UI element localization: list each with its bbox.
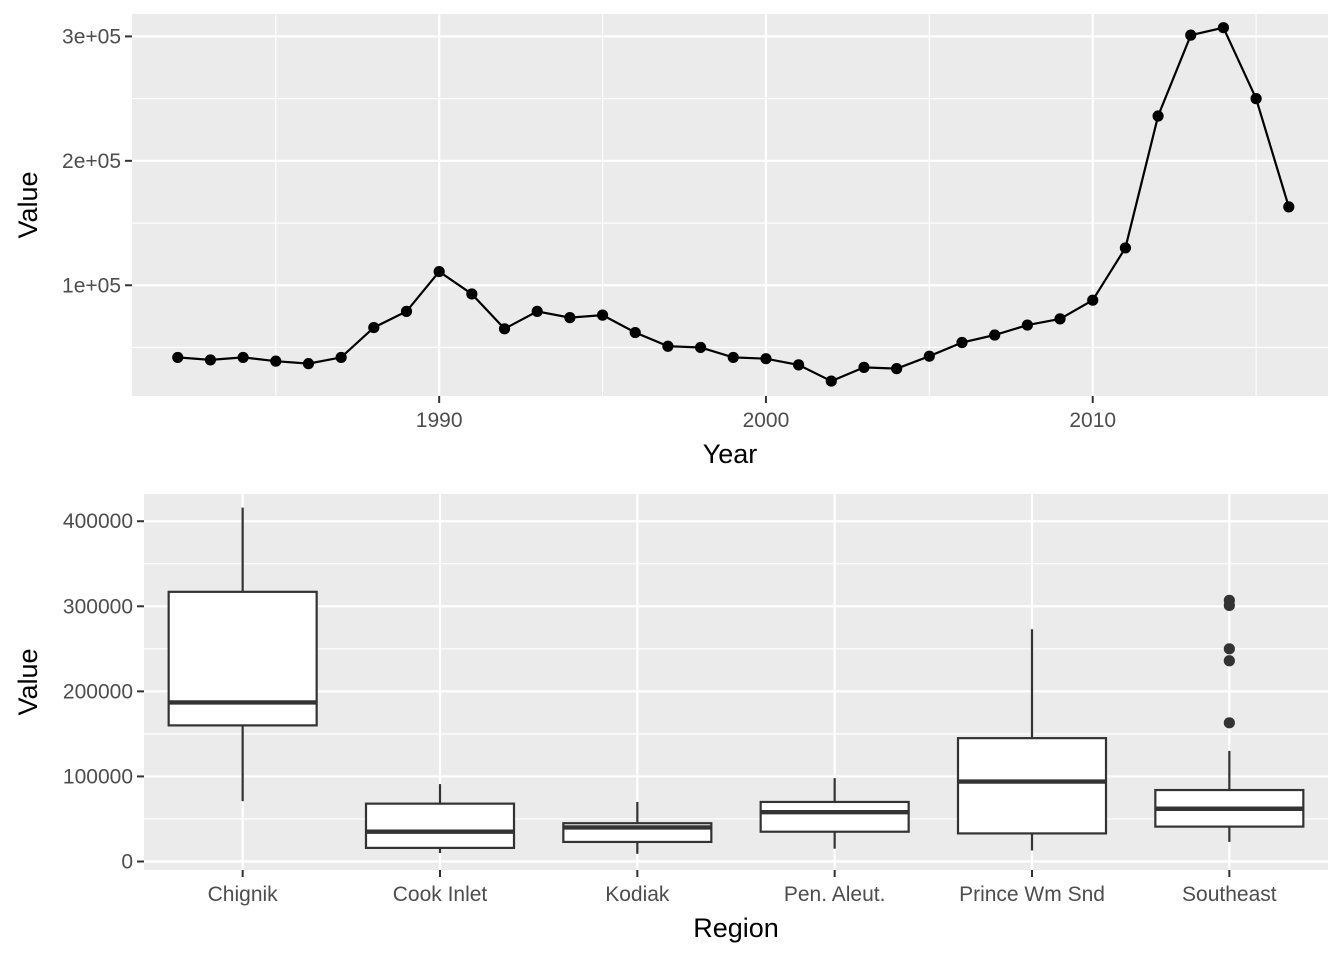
boxplot-panel: 0 100000 200000 300000 400000 Chignik Cook Inl… (13, 494, 1328, 943)
line-data-point (1283, 201, 1295, 213)
line-data-point (596, 309, 609, 321)
line-data-point (237, 351, 249, 364)
line-data-point (1217, 22, 1230, 34)
line-data-point (1119, 242, 1131, 254)
boxplot-category-label: Cook Inlet (393, 883, 488, 906)
line-data-point (694, 341, 707, 354)
boxplot-background (144, 494, 1328, 870)
line-data-point (760, 353, 772, 365)
boxplot-iqr-box (167, 590, 318, 727)
boxplot-box-prince-wm-snd (956, 629, 1108, 851)
line-data-point (368, 321, 380, 334)
line-data-point (335, 351, 347, 364)
boxplot-box-cook-inlet (364, 784, 516, 853)
boxplot-category-label: Southeast (1182, 883, 1277, 906)
boxplot-outlier-point (1223, 594, 1235, 606)
line-data-point (1021, 319, 1033, 331)
boxplot-iqr-box (364, 802, 516, 849)
line-data-point (1152, 110, 1164, 122)
boxplot-axes: 0 100000 200000 300000 400000 Chignik Cook Inl… (63, 510, 1277, 906)
boxplot-x-axis-title: Region (693, 913, 779, 943)
boxplot-box-kodiak (562, 801, 713, 854)
line-data-point (270, 355, 282, 367)
boxplot-category-label: Pen. Aleut. (784, 883, 886, 906)
line-series (172, 22, 1295, 387)
boxplot-y-tick-label: 100000 (63, 765, 133, 788)
line-data-point (498, 323, 511, 335)
line-data-point (727, 351, 739, 364)
line-data-point (1087, 294, 1099, 306)
line-data-point (433, 265, 445, 278)
boxplot-box-chignik (167, 507, 318, 802)
boxplot-category-label: Prince Wm Snd (959, 883, 1105, 906)
line-data-point (531, 305, 543, 317)
line-data-point (1185, 29, 1197, 41)
line-axes: 1990 2000 2010 1e+05 2e+05 3e+05 (62, 25, 1116, 432)
boxplot-y-tick-label: 400000 (63, 510, 133, 533)
line-data-point (466, 288, 478, 300)
line-data-point (172, 351, 184, 364)
line-data-point (1054, 313, 1066, 325)
boxplot-boxes (167, 507, 1305, 854)
line-data-point (989, 329, 1001, 341)
boxplot-y-axis-title: Value (13, 648, 43, 715)
line-x-tick-label: 1990 (416, 409, 463, 432)
line-y-tick-label: 3e+05 (62, 25, 121, 48)
boxplot-outlier-point (1223, 717, 1235, 729)
line-y-tick-label: 1e+05 (62, 274, 121, 297)
boxplot-outlier-point (1223, 655, 1235, 667)
line-data-point (564, 312, 576, 324)
line-data-point (400, 305, 413, 317)
line-data-point (302, 358, 315, 370)
line-y-axis-title: Value (13, 171, 43, 238)
boxplot-y-tick-label: 0 (121, 850, 133, 873)
boxplot-y-tick-label: 300000 (63, 595, 133, 618)
line-x-tick-label: 2000 (743, 409, 790, 432)
line-data-point (204, 354, 217, 366)
line-data-point (1250, 93, 1262, 105)
boxplot-box-southeast (1154, 594, 1305, 842)
line-data-point (956, 336, 968, 349)
line-x-tick-label: 2010 (1069, 409, 1116, 432)
line-plot-background (132, 14, 1328, 396)
line-data-point (662, 340, 674, 352)
line-data-point (858, 361, 870, 373)
line-gridlines (132, 14, 1328, 396)
boxplot-iqr-box (759, 800, 910, 833)
line-data-point (793, 359, 805, 371)
boxplot-iqr-box (956, 737, 1108, 835)
line-chart-panel: 1990 2000 2010 1e+05 2e+05 3e+05 Year Value (13, 14, 1328, 469)
line-data-point (923, 350, 935, 362)
line-data-point (891, 363, 903, 375)
line-data-point (629, 326, 641, 339)
line-x-axis-title: Year (703, 439, 758, 469)
boxplot-box-pen-aleut (759, 778, 910, 849)
boxplot-category-label: Chignik (208, 883, 279, 906)
boxplot-y-tick-label: 200000 (63, 680, 133, 703)
line-y-tick-label: 2e+05 (62, 150, 121, 173)
boxplot-outlier-point (1223, 643, 1235, 655)
line-data-point (825, 375, 837, 387)
boxplot-category-label: Kodiak (605, 883, 670, 906)
